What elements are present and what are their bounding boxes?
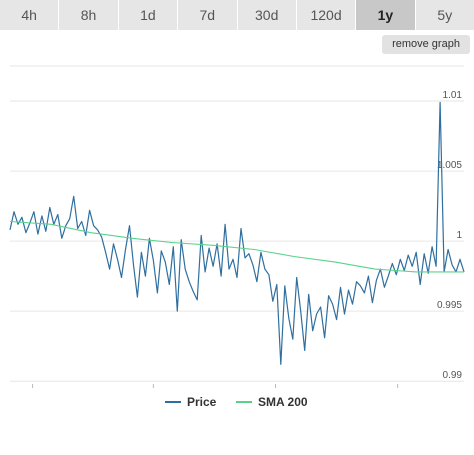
y-tick-label: 1.01 <box>443 90 463 101</box>
y-tick-label: 0.995 <box>437 300 462 311</box>
sma-200-line <box>9 220 464 273</box>
tab-5y[interactable]: 5y <box>415 0 474 30</box>
legend-swatch-price <box>165 401 181 403</box>
timeframe-tabs: 4h 8h 1d 7d 30d 120d 1y 5y <box>0 0 474 30</box>
tab-1y[interactable]: 1y <box>356 0 416 30</box>
tab-4h[interactable]: 4h <box>0 0 60 30</box>
tab-120d[interactable]: 120d <box>296 0 357 30</box>
legend-label-sma: SMA 200 <box>258 395 308 409</box>
y-tick-label: 0.99 <box>443 370 463 381</box>
legend-item-price[interactable]: Price <box>165 392 216 412</box>
legend-swatch-sma <box>236 401 252 403</box>
tab-7d[interactable]: 7d <box>178 0 238 30</box>
chart-legend: Price SMA 200 <box>0 392 474 412</box>
y-tick-label: 1 <box>456 230 462 241</box>
legend-item-sma[interactable]: SMA 200 <box>236 392 308 412</box>
tab-30d[interactable]: 30d <box>237 0 297 30</box>
legend-label-price: Price <box>187 395 217 409</box>
y-tick-label: 1.005 <box>437 160 462 171</box>
price-line <box>9 101 465 365</box>
tab-1d[interactable]: 1d <box>118 0 179 30</box>
remove-graph-button[interactable]: remove graph <box>382 35 470 54</box>
tab-8h[interactable]: 8h <box>59 0 119 30</box>
